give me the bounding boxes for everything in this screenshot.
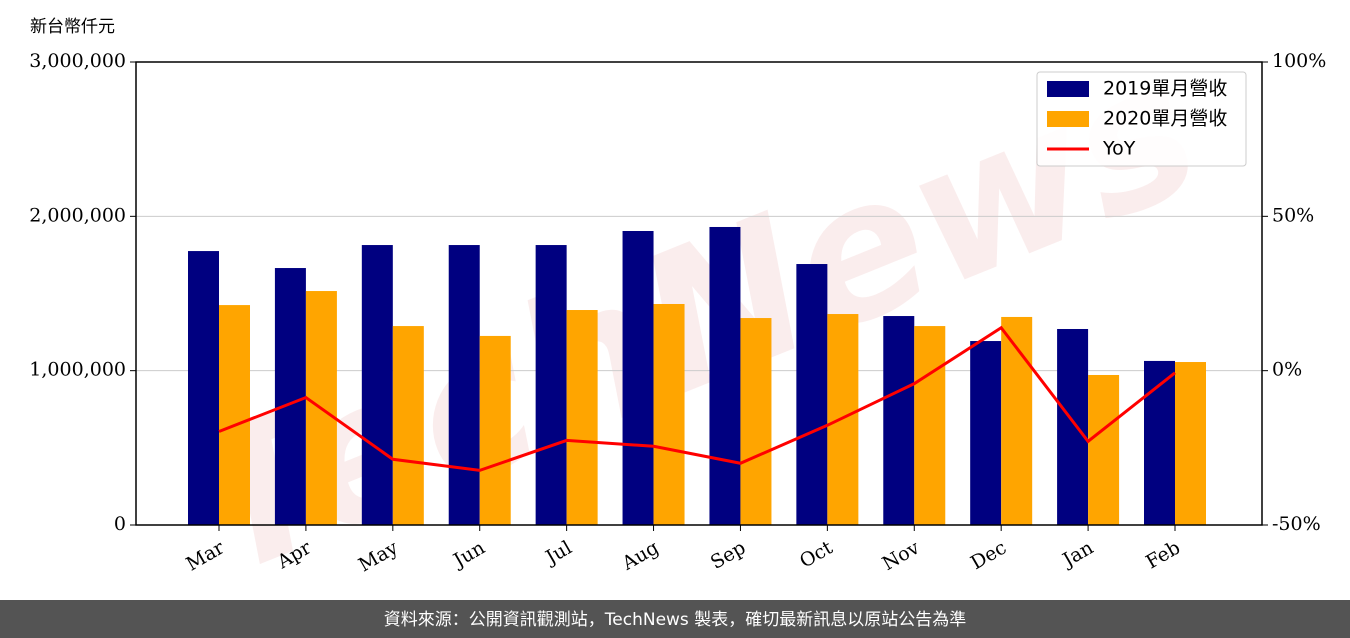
bar bbox=[883, 316, 915, 525]
yoy-line bbox=[218, 325, 1176, 472]
legend-label: 2020單月營收 bbox=[1103, 108, 1227, 130]
bar bbox=[566, 310, 598, 525]
bar bbox=[653, 303, 685, 525]
bar bbox=[1001, 316, 1033, 525]
x-tick-label: Nov bbox=[879, 536, 924, 575]
y-tick-label: 2,000,000 bbox=[29, 204, 126, 226]
bar bbox=[274, 268, 306, 525]
bar bbox=[1057, 328, 1089, 525]
footer-text: 資料來源：公開資訊觀測站，TechNews 製表，確切最新訊息以原站公告為準 bbox=[384, 610, 966, 630]
bar bbox=[535, 245, 567, 525]
y-tick-label: 1,000,000 bbox=[29, 359, 126, 381]
y2-tick-label: -50% bbox=[1272, 513, 1321, 535]
bar bbox=[914, 326, 946, 525]
bar bbox=[796, 264, 828, 525]
bar bbox=[219, 305, 250, 525]
y-tick-label: 3,000,000 bbox=[29, 50, 126, 72]
bar bbox=[740, 318, 772, 525]
bar bbox=[709, 226, 741, 525]
bar bbox=[1088, 374, 1120, 525]
x-tick-label: Jul bbox=[540, 537, 575, 570]
bar bbox=[622, 230, 654, 525]
x-tick-label: Aug bbox=[618, 537, 663, 576]
bar bbox=[1144, 360, 1175, 525]
y2-tick-label: 0% bbox=[1272, 359, 1302, 381]
plot-frame bbox=[135, 61, 1263, 526]
bar bbox=[188, 251, 219, 525]
x-tick-label: Dec bbox=[967, 537, 1010, 575]
legend-label: YoY bbox=[1102, 138, 1136, 160]
legend-swatch bbox=[1047, 81, 1089, 97]
legend-label: 2019單月營收 bbox=[1103, 78, 1227, 100]
bar bbox=[392, 326, 424, 525]
x-tick-label: Jun bbox=[448, 537, 489, 573]
y-tick-label: 0 bbox=[114, 513, 126, 535]
x-tick-label: Sep bbox=[707, 537, 750, 574]
x-tick-label: Jan bbox=[1057, 537, 1097, 573]
y2-tick-label: 100% bbox=[1272, 50, 1326, 72]
footer-bar bbox=[0, 600, 1350, 638]
bar bbox=[479, 335, 511, 525]
y-axis-label: 新台幣仟元 bbox=[30, 17, 115, 37]
legend-box bbox=[1036, 71, 1247, 167]
bar bbox=[361, 245, 393, 525]
bar bbox=[448, 245, 480, 525]
x-tick-label: Oct bbox=[796, 536, 837, 572]
legend-swatch bbox=[1047, 111, 1089, 127]
y2-tick-label: 50% bbox=[1272, 204, 1314, 226]
x-tick-label: Feb bbox=[1142, 537, 1184, 574]
bar bbox=[970, 341, 1002, 525]
bar bbox=[1175, 362, 1206, 525]
